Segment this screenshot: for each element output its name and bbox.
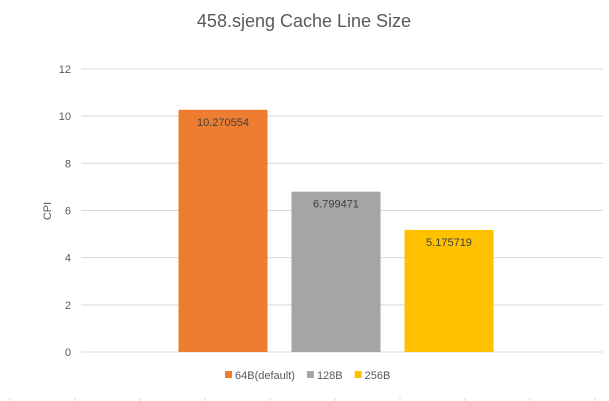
- legend-label: 128B: [317, 370, 343, 382]
- legend-label: 64B(default): [235, 370, 295, 382]
- legend-swatch: [225, 371, 232, 378]
- legend: 64B(default) 128B 256B: [225, 370, 390, 382]
- data-label: 6.799471: [313, 199, 359, 211]
- bars: [178, 109, 494, 352]
- data-label: 5.175719: [426, 237, 472, 249]
- data-labels: 10.270554 6.799471 5.175719: [197, 117, 472, 249]
- y-axis-ticks: 0 2 4 6 8 10 12: [59, 64, 71, 359]
- y-tick-label: 10: [59, 111, 71, 123]
- y-tick-label: 8: [65, 158, 71, 170]
- bar: [291, 191, 381, 352]
- data-label: 10.270554: [197, 117, 249, 129]
- y-tick-label: 0: [65, 347, 71, 359]
- legend-swatch: [354, 371, 362, 378]
- y-tick-label: 12: [59, 64, 71, 76]
- y-tick-label: 2: [65, 300, 71, 312]
- legend-swatch: [306, 371, 314, 378]
- y-axis-title: CPI: [42, 202, 54, 220]
- bar: [404, 229, 494, 352]
- chart-title: 458.sjeng Cache Line Size: [197, 11, 411, 31]
- legend-label: 256B: [365, 370, 391, 382]
- y-tick-label: 6: [65, 206, 71, 218]
- bar: [178, 109, 268, 352]
- y-tick-label: 4: [65, 253, 71, 265]
